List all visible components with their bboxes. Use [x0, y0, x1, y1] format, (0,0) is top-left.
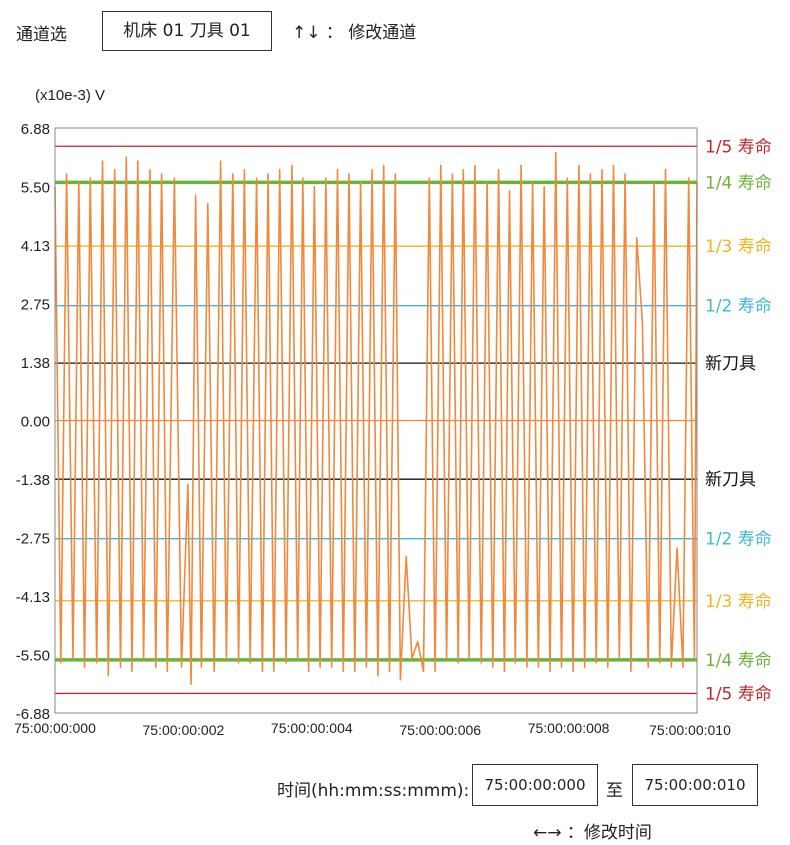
x-tick-label: 75:00:00:010 — [649, 722, 731, 738]
y-axis: 6.88 5.50 4.13 2.75 1.38 0.00 -1.38 -2.75 -4.13 -… — [16, 121, 50, 723]
y-tick-label: 6.88 — [21, 121, 50, 138]
time-end-field[interactable]: 75:00:00:010 — [632, 764, 758, 806]
threshold-label: 1/2 寿命 — [705, 297, 772, 317]
time-range-label: 时间(hh:mm:ss:mmm): — [277, 781, 470, 801]
threshold-label: 1/5 寿命 — [705, 684, 772, 704]
y-tick-label: -5.50 — [16, 647, 50, 664]
x-tick-label: 75:00:00:004 — [271, 720, 353, 736]
signal-series — [54, 151, 698, 685]
channel-key-hint: ↑↓ ： 修改通道 — [292, 23, 417, 43]
threshold-label: 1/3 寿命 — [705, 237, 772, 257]
y-axis-label: (x10e-3) V — [35, 87, 105, 104]
y-tick-label: 2.75 — [21, 297, 50, 314]
signal-line — [54, 151, 698, 685]
channel-select-field[interactable]: 机床 01 刀具 01 — [102, 11, 272, 51]
y-tick-label: 4.13 — [21, 238, 50, 255]
y-tick-label: -6.88 — [16, 706, 50, 723]
time-start-field[interactable]: 75:00:00:000 — [472, 764, 598, 806]
plot-frame — [54, 127, 698, 714]
x-tick-label: 75:00:00:006 — [399, 722, 481, 738]
y-tick-label: 0.00 — [21, 414, 50, 431]
y-tick-label: -4.13 — [16, 589, 50, 606]
threshold-label: 1/4 寿命 — [705, 173, 772, 193]
y-tick-label: 5.50 — [21, 180, 50, 197]
y-tick-label: 1.38 — [21, 355, 50, 372]
threshold-label: 1/4 寿命 — [705, 651, 772, 671]
x-tick-label: 75:00:00:000 — [14, 720, 96, 736]
x-tick-label: 75:00:00:002 — [143, 722, 225, 738]
y-tick-label: -2.75 — [16, 530, 50, 547]
threshold-label: 1/2 寿命 — [705, 530, 772, 550]
x-tick-label: 75:00:00:008 — [528, 720, 610, 736]
channel-select-label: 通道选 — [16, 25, 67, 45]
threshold-label: 新刀具 — [705, 470, 756, 490]
time-to-label: 至 — [606, 781, 623, 801]
waveform-chart: (x10e-3) V 6.88 5.50 4.13 2.75 1.38 0.00 -1.38… — [14, 87, 772, 738]
y-tick-label: -1.38 — [16, 472, 50, 489]
threshold-label: 1/5 寿命 — [705, 137, 772, 157]
time-key-hint: ←→ ：修改时间 — [533, 823, 652, 843]
threshold-label: 新刀具 — [705, 354, 756, 374]
x-axis: 75:00:00:000 75:00:00:002 75:00:00:004 75:0… — [14, 720, 731, 738]
threshold-label: 1/3 寿命 — [705, 592, 772, 612]
